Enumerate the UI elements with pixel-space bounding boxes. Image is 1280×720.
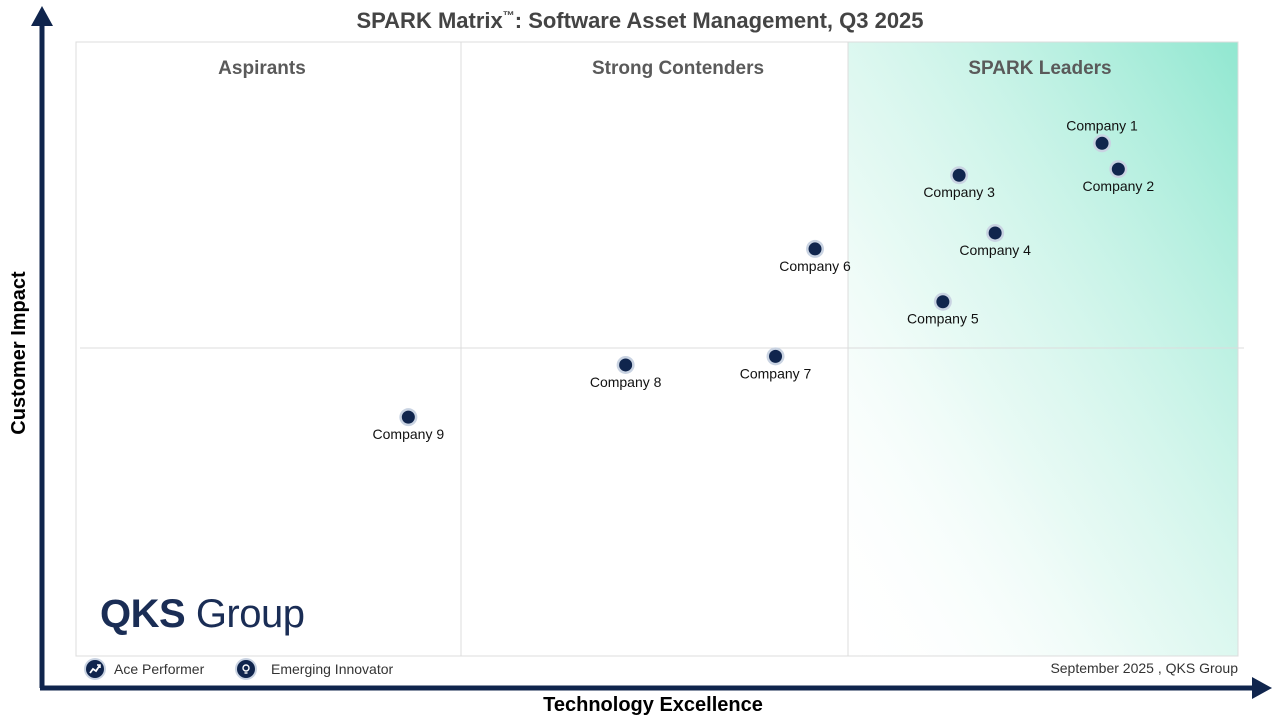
x-axis-label: Technology Excellence — [543, 694, 763, 716]
quadrant-label-strong-contenders: Strong Contenders — [592, 58, 764, 79]
quadrant-label-aspirants: Aspirants — [218, 58, 306, 79]
legend-emerging-innovator: Emerging Innovator — [237, 658, 393, 680]
point-company-8 — [619, 358, 633, 372]
point-company-6 — [808, 242, 822, 256]
point-label-company-9: Company 9 — [373, 426, 445, 442]
point-company-9 — [401, 410, 415, 424]
title-rest: : Software Asset Management, Q3 2025 — [514, 8, 924, 33]
y-axis-label: Customer Impact — [8, 271, 30, 435]
point-company-7 — [769, 349, 783, 363]
leader-zone — [848, 42, 1238, 656]
quadrant-label-spark-leaders: SPARK Leaders — [968, 58, 1111, 79]
point-label-company-3: Company 3 — [923, 184, 995, 200]
trademark-mark: ™ — [502, 8, 515, 23]
x-axis-arrowhead — [1252, 677, 1272, 699]
point-label-company-1: Company 1 — [1066, 117, 1138, 133]
point-company-5 — [936, 295, 950, 309]
point-label-company-7: Company 7 — [740, 365, 812, 381]
point-label-company-2: Company 2 — [1083, 178, 1155, 194]
logo-thin-text: Group — [195, 592, 305, 636]
point-company-2 — [1111, 162, 1125, 176]
point-company-3 — [952, 168, 966, 182]
point-label-company-5: Company 5 — [907, 311, 979, 327]
points-layer: Company 1 Company 2 Company 3 Company 4 Comp… — [373, 117, 1155, 442]
plot-area-border — [75, 41, 1239, 657]
point-company-1 — [1095, 136, 1109, 150]
lightbulb-icon — [237, 660, 255, 678]
legend-emerging-innovator-label: Emerging Innovator — [271, 661, 394, 677]
legend-ace-performer: Ace Performer — [86, 658, 204, 680]
source-credit: September 2025 , QKS Group — [1050, 660, 1238, 676]
ace-performer-icon — [86, 660, 104, 678]
y-axis-arrowhead — [31, 6, 53, 26]
chart-title: SPARK Matrix™: Software Asset Management… — [0, 8, 1280, 34]
logo-bold-text: QKS — [100, 592, 186, 636]
legend-ace-performer-label: Ace Performer — [114, 661, 205, 677]
point-company-4 — [988, 226, 1002, 240]
point-label-company-6: Company 6 — [779, 258, 851, 274]
qks-group-logo: QKS Group — [100, 592, 305, 637]
point-label-company-4: Company 4 — [959, 242, 1031, 258]
point-label-company-8: Company 8 — [590, 374, 662, 390]
title-main: SPARK Matrix — [356, 8, 503, 33]
